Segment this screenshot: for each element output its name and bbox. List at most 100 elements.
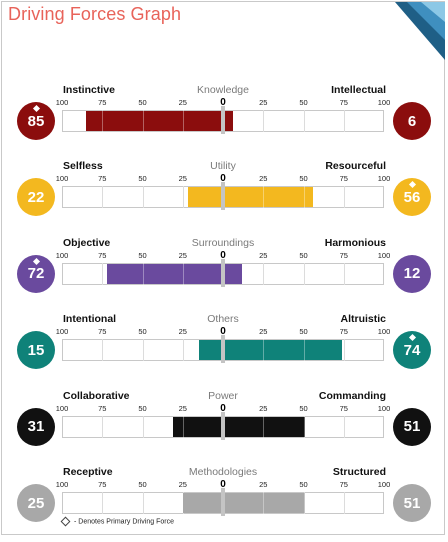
gridline	[102, 186, 104, 209]
left-label: Selfless	[63, 160, 103, 173]
tick-label: 75	[339, 403, 348, 413]
center-line	[221, 258, 225, 287]
tick-label: 75	[339, 174, 348, 184]
center-line	[221, 411, 225, 440]
tick-label: 100	[55, 403, 69, 413]
bar-gridline	[142, 111, 144, 131]
gridline	[343, 415, 345, 438]
bar-gridline	[263, 416, 265, 437]
tick-label: 100	[377, 174, 391, 184]
tick-label: 75	[98, 403, 107, 413]
bar-gridline	[303, 416, 305, 437]
left-label: Intentional	[63, 313, 117, 326]
right-label: Resourceful	[325, 160, 386, 173]
tick-label: 100	[377, 480, 391, 489]
force-row-others: Intentional Others Altruistic 100 75 50 25 0 25 5…	[0, 313, 448, 389]
force-row-methodologies: Receptive Methodologies Structured 100 75 50 2…	[0, 466, 448, 542]
bar-gridline	[303, 340, 305, 361]
left-score: 22	[27, 188, 45, 206]
bar-gridline	[182, 111, 184, 131]
bar-surroundings	[107, 263, 243, 284]
tick-label: 100	[55, 480, 69, 489]
force-row-utility: Selfless Utility Resourceful 100 75 50 25 0 25 50…	[0, 160, 448, 236]
primary-diamond-icon	[32, 104, 40, 113]
chart-frame	[1, 1, 445, 535]
tick-label: 50	[138, 327, 147, 337]
category-label: Methodologies	[188, 466, 258, 478]
scale-ticks: 100 75 50 25 0 25 50 75 100	[0, 479, 448, 492]
force-row-knowledge: Instinctive Knowledge Intellectual 100 75 50 2…	[0, 84, 448, 160]
tick-label: 100	[55, 250, 69, 260]
tick-label: 75	[98, 480, 107, 489]
gridline	[142, 339, 144, 362]
gridline	[343, 492, 345, 514]
tick-label: 50	[138, 174, 147, 184]
tick-label: 100	[55, 98, 69, 107]
tick-label: 0	[220, 479, 226, 490]
right-label: Commanding	[318, 389, 386, 402]
primary-diamond-icon	[32, 257, 40, 265]
footnote-text: - Denotes Primary Driving Force	[74, 518, 174, 526]
tick-label: 50	[299, 480, 308, 489]
footnote: - Denotes Primary Driving Force	[60, 516, 174, 527]
bar-knowledge	[86, 111, 233, 131]
tick-label: 100	[377, 250, 391, 260]
left-score-badge: 15	[17, 331, 55, 370]
right-score-badge: 51	[393, 484, 431, 522]
tick-label: 0	[220, 326, 226, 338]
left-score-badge: 25	[17, 484, 55, 522]
tick-label: 25	[178, 403, 187, 413]
gridline	[182, 186, 184, 209]
tick-label: 75	[339, 327, 348, 337]
center-line	[221, 182, 225, 211]
center-line	[221, 106, 225, 134]
tick-label: 25	[259, 403, 268, 413]
right-score: 74	[403, 341, 421, 359]
scale-ticks: 100 75 50 25 0 25 50 75 100	[0, 326, 448, 339]
gridline	[102, 339, 104, 362]
left-score: 72	[27, 265, 45, 283]
tick-label: 25	[178, 174, 187, 184]
bar-utility	[187, 187, 314, 208]
gridline	[142, 415, 144, 438]
bar-gridline	[263, 493, 265, 513]
tick-label: 50	[138, 403, 147, 413]
gridline	[343, 262, 345, 285]
tick-label: 25	[259, 250, 268, 260]
tick-label: 25	[178, 327, 187, 337]
left-score-badge: 72	[17, 254, 55, 293]
center-line	[221, 335, 225, 364]
gridline	[142, 186, 144, 209]
tick-label: 100	[55, 327, 69, 337]
bar-gridline	[303, 187, 305, 208]
right-score: 51	[403, 418, 421, 436]
tick-label: 75	[339, 250, 348, 260]
center-line	[221, 488, 225, 516]
chart-title: Driving Forces Graph	[8, 4, 182, 24]
gridline	[263, 262, 265, 285]
right-score-badge: 56	[393, 178, 431, 217]
primary-diamond-icon	[408, 181, 416, 189]
gridline	[102, 262, 104, 285]
force-row-surroundings: Objective Surroundings Harmonious 100 75 50 25…	[0, 237, 448, 313]
tick-label: 50	[299, 327, 308, 337]
tick-label: 0	[220, 97, 226, 108]
primary-diamond-icon	[60, 516, 71, 527]
tick-label: 0	[220, 249, 226, 261]
right-label: Structured	[332, 466, 386, 478]
force-row-power: Collaborative Power Commanding 100 75 50 25 0 25…	[0, 390, 448, 466]
gridline	[263, 110, 265, 132]
tick-label: 0	[220, 173, 226, 185]
tick-label: 50	[138, 250, 147, 260]
tick-label: 50	[138, 98, 147, 107]
gridline	[343, 339, 345, 362]
scale-ticks: 100 75 50 25 0 25 50 75 100	[0, 249, 448, 263]
left-score: 85	[27, 112, 45, 130]
gridline	[343, 110, 345, 132]
right-score: 56	[403, 188, 421, 206]
tick-label: 50	[299, 98, 308, 107]
left-score: 15	[27, 341, 45, 359]
primary-diamond-icon	[408, 334, 416, 342]
right-score-badge: 6	[393, 102, 431, 140]
tick-label: 25	[259, 480, 268, 489]
